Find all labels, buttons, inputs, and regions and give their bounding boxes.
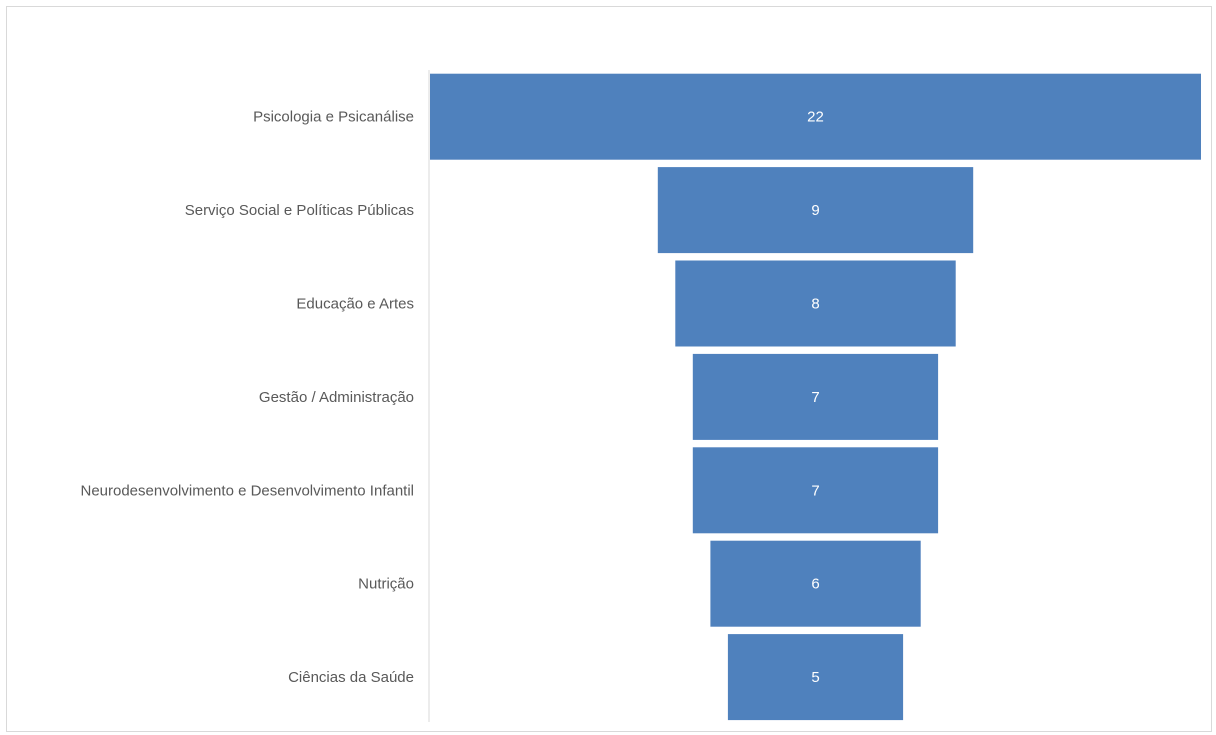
- funnel-bar: [727, 634, 904, 721]
- data-label: 7: [811, 389, 819, 406]
- funnel-bar: [710, 540, 921, 627]
- funnel-bar: [692, 447, 939, 534]
- data-label: 22: [807, 109, 824, 126]
- category-tick-label: Neurodesenvolvimento e Desenvolvimento I…: [80, 482, 414, 499]
- value-labels-group: 22 9 8 7 7 6 5: [807, 109, 824, 686]
- funnel-bar: [430, 73, 1201, 160]
- data-label: 7: [811, 482, 819, 499]
- category-tick-label: Psicologia e Psicanálise: [253, 109, 414, 126]
- category-labels-group: Psicologia e Psicanálise Serviço Social e…: [80, 109, 414, 686]
- data-label: 5: [811, 669, 819, 686]
- data-label: 6: [811, 576, 819, 593]
- bars-group: [430, 73, 1201, 721]
- category-tick-label: Educação e Artes: [296, 296, 414, 313]
- data-label: 9: [811, 202, 819, 219]
- category-tick-label: Ciências da Saúde: [288, 669, 414, 686]
- category-tick-label: Gestão / Administração: [259, 389, 414, 406]
- data-label: 8: [811, 296, 819, 313]
- category-tick-label: Nutrição: [358, 576, 414, 593]
- funnel-bar: [657, 167, 974, 254]
- funnel-bar: [692, 353, 939, 440]
- funnel-bar: [675, 260, 956, 347]
- category-tick-label: Serviço Social e Políticas Públicas: [185, 202, 414, 219]
